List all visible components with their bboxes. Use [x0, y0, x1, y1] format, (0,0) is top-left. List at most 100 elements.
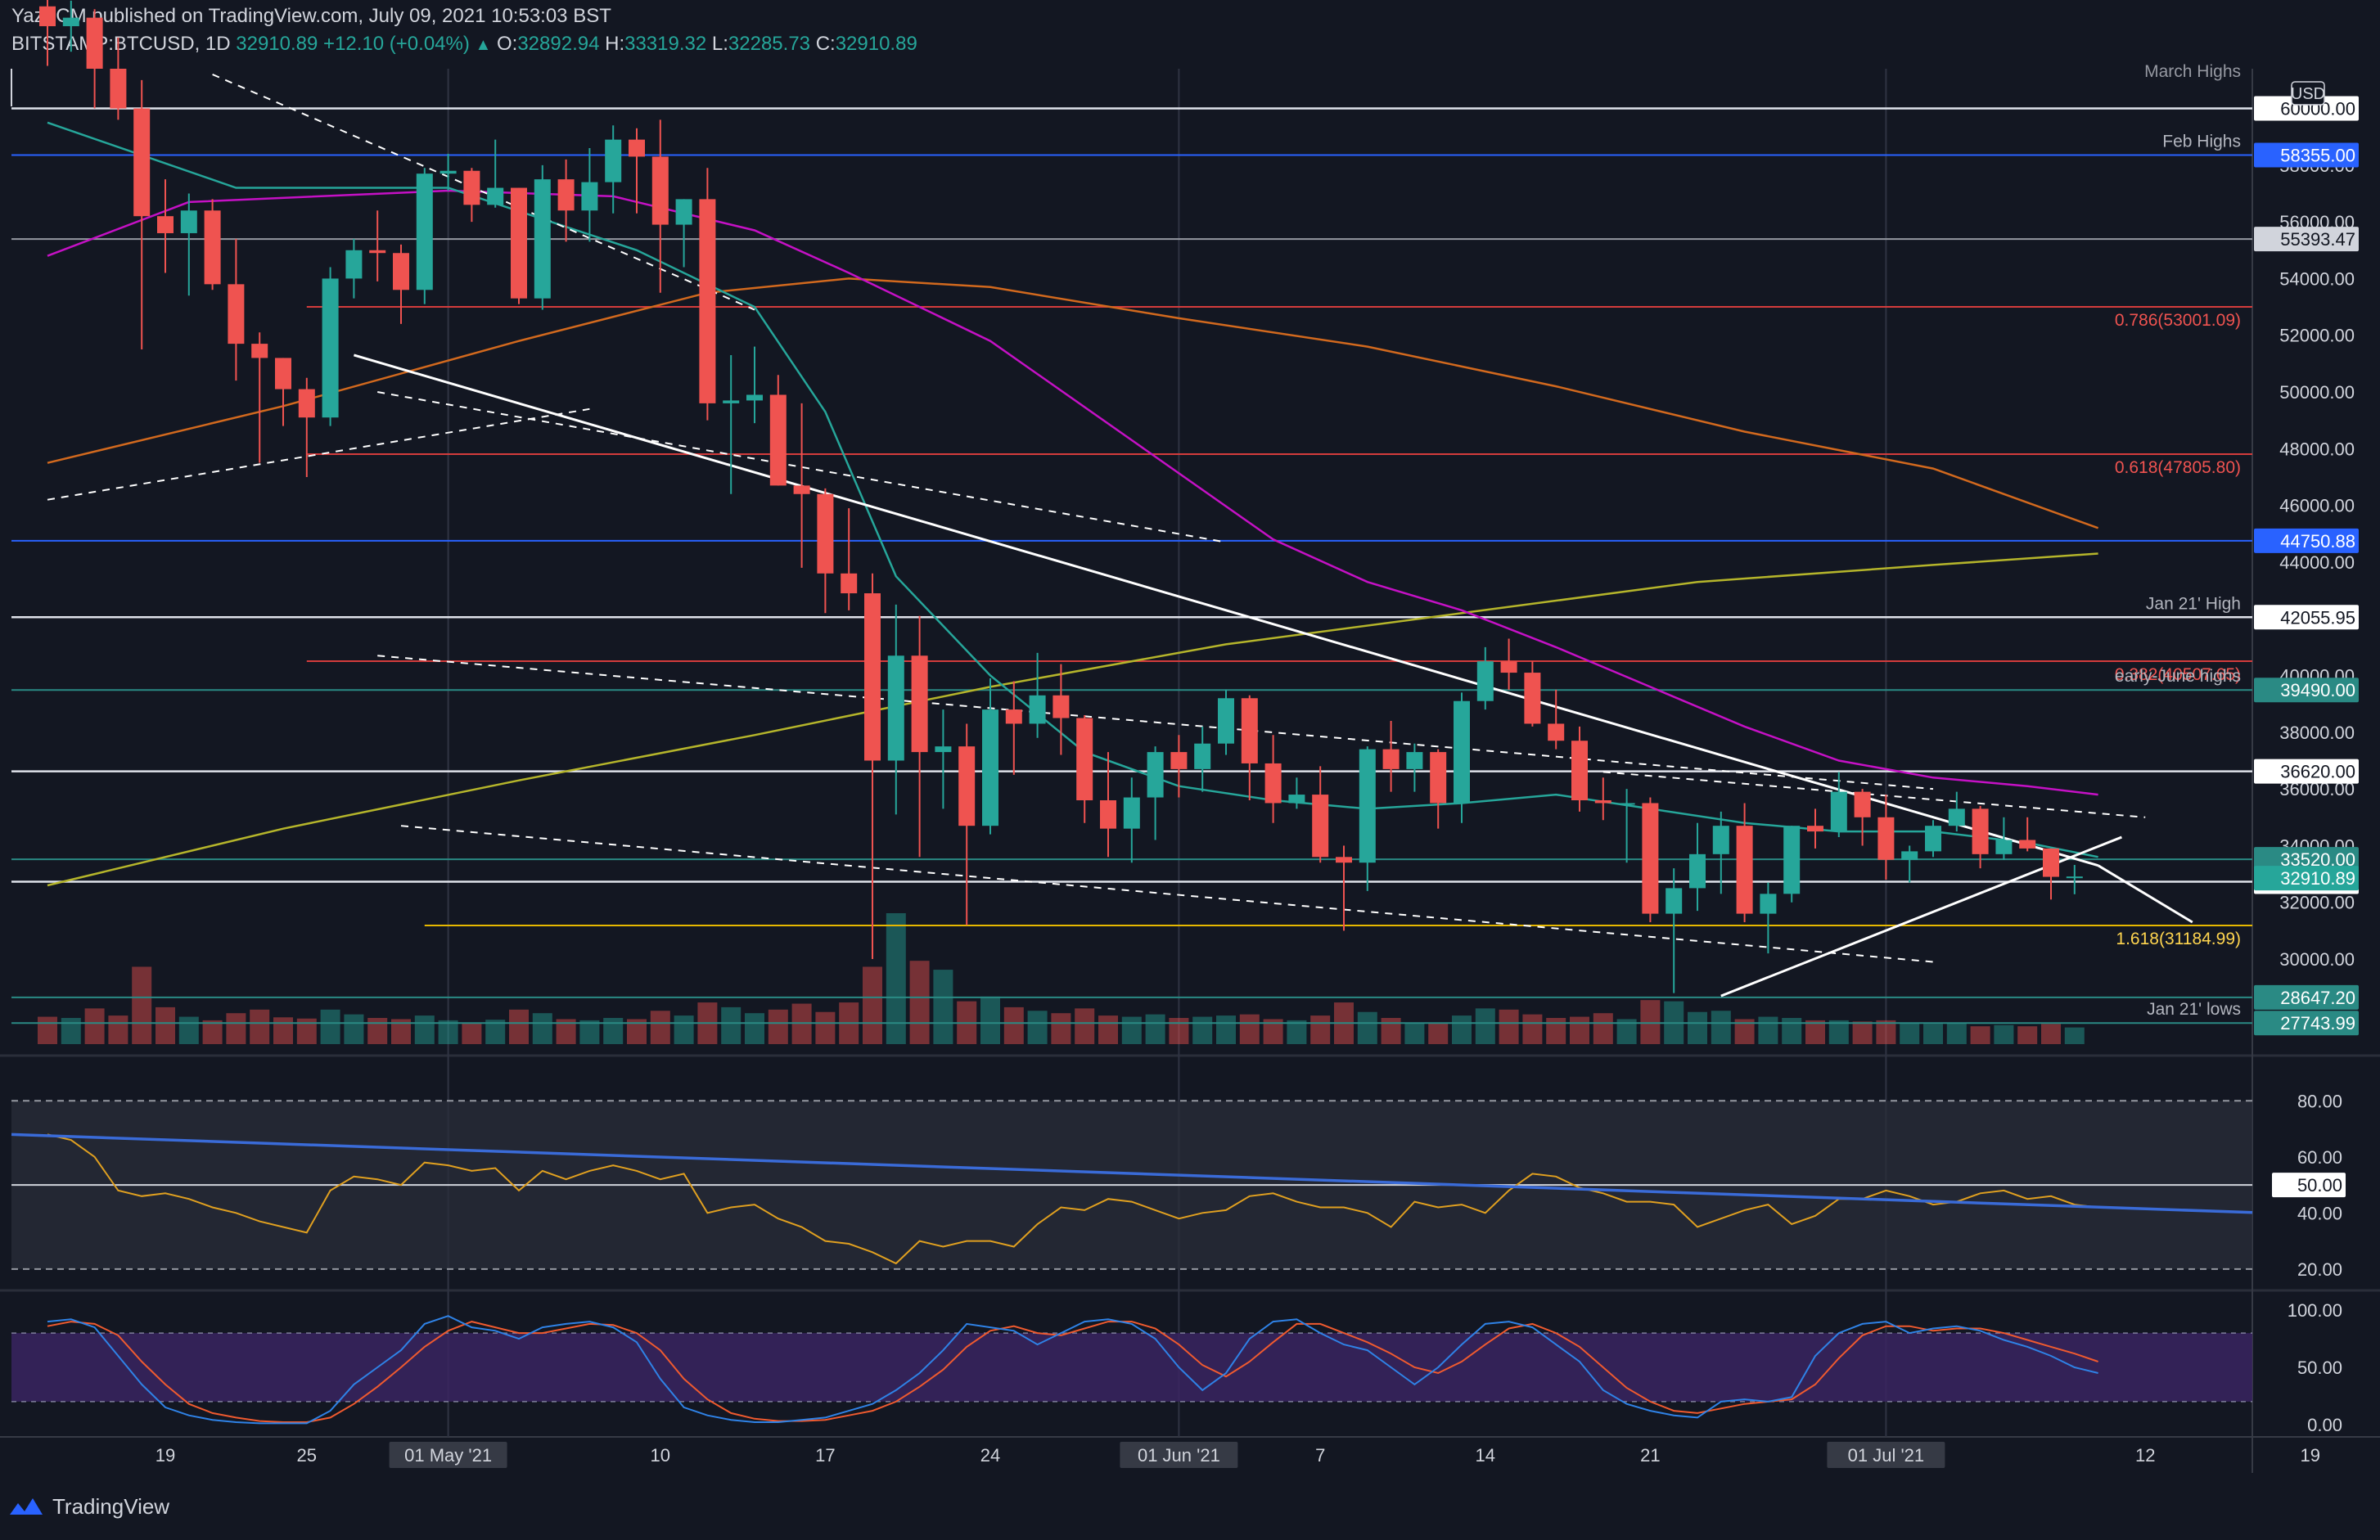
- low-key: L:: [711, 33, 728, 55]
- level-price-tag-bg: [2254, 759, 2359, 784]
- stoch-d-line: [47, 1321, 2098, 1423]
- level-price-tag: 55393.47: [2280, 229, 2355, 250]
- candle-body: [1170, 752, 1188, 769]
- up-triangle-icon: ▲: [475, 36, 492, 54]
- candle-body: [1642, 803, 1659, 914]
- candle-body: [1218, 698, 1234, 744]
- level-note: March Highs: [2144, 62, 2241, 81]
- candle-body: [1666, 888, 1683, 914]
- price-change: +12.10 (+0.04%): [323, 33, 470, 55]
- candle-body: [1053, 695, 1070, 718]
- candle-body: [911, 655, 928, 753]
- volume-bar: [1239, 1014, 1260, 1044]
- volume-bar: [532, 1013, 552, 1044]
- time-tick-label: 7: [1315, 1445, 1325, 1466]
- level-price-tag: 58355.00: [2280, 146, 2355, 166]
- volume-bar: [1546, 1018, 1566, 1044]
- volume-bar: [1499, 1009, 1519, 1044]
- candle-body: [1901, 851, 1918, 860]
- candle-body: [487, 187, 504, 205]
- candle-body: [1524, 673, 1541, 724]
- volume-bar: [1994, 1024, 2014, 1044]
- candle-body: [1100, 800, 1116, 829]
- volume-bar: [1357, 1011, 1377, 1044]
- time-tick-label: 19: [2301, 1445, 2320, 1466]
- brand-label: TradingView: [52, 1494, 170, 1519]
- tradingview-brand[interactable]: TradingView: [8, 1494, 169, 1520]
- candle-body: [228, 284, 245, 344]
- candle-body: [1854, 791, 1871, 817]
- volume-bar: [1946, 1022, 1967, 1044]
- open-value: 32892.94: [517, 33, 600, 55]
- candle-body: [793, 485, 810, 494]
- volume-bar: [815, 1011, 836, 1044]
- volume-bar: [156, 1006, 175, 1044]
- level-price-tag-bg: [2254, 678, 2359, 703]
- candle-body: [723, 400, 740, 403]
- volume-bar: [178, 1016, 199, 1044]
- volume-bar: [980, 996, 1000, 1044]
- candle-body: [1760, 894, 1777, 914]
- fib-level-label: 0.618(47805.80): [2115, 458, 2241, 477]
- volume-bar: [721, 1006, 741, 1044]
- volume-bar: [674, 1015, 694, 1044]
- candle-body: [2066, 876, 2083, 879]
- volume-bar: [579, 1020, 600, 1044]
- candle-body: [1689, 853, 1706, 889]
- candle-body: [39, 6, 56, 27]
- trendline: [1720, 835, 2122, 997]
- level-price-tag-bg: [2254, 1011, 2359, 1036]
- fib-level-label: 1.618(31184.99): [2116, 930, 2241, 948]
- price-tick-label: 32000.00: [2279, 893, 2355, 913]
- volume-bar: [1428, 1022, 1449, 1044]
- candle-body: [1618, 803, 1635, 805]
- candle-body: [1430, 752, 1447, 804]
- candle-body: [133, 108, 151, 217]
- candle-body: [629, 139, 645, 157]
- volume-bar: [1381, 1018, 1401, 1044]
- volume-bar: [1876, 1020, 1896, 1044]
- candle-body: [1736, 826, 1753, 914]
- time-tick-label: 19: [156, 1445, 175, 1466]
- candle-body: [157, 216, 174, 233]
- candle-body: [1594, 800, 1611, 804]
- volume-bar: [414, 1015, 435, 1044]
- month-tick-bg: [389, 1442, 507, 1468]
- candle-body: [651, 156, 669, 225]
- level-price-tag: 42055.95: [2280, 607, 2355, 628]
- volume-bar: [1852, 1021, 1873, 1044]
- volume-bar: [1404, 1022, 1425, 1044]
- last-price-tag: 32910.89: [2280, 868, 2355, 889]
- volume-bar: [863, 966, 882, 1044]
- level-price-tag: 39490.00: [2280, 680, 2355, 700]
- candle-body: [746, 394, 763, 401]
- level-price-tag-bg: [2254, 227, 2359, 252]
- volume-bar: [791, 1003, 812, 1044]
- candle-body: [204, 210, 221, 285]
- volume-bar: [1475, 1008, 1495, 1044]
- rsi-tick-label: 20.00: [2297, 1259, 2342, 1280]
- candle-body: [1194, 743, 1211, 769]
- ma100-line: [47, 277, 2099, 529]
- candle-body: [1005, 709, 1022, 724]
- time-tick-label: 01 Jul '21: [1848, 1445, 1925, 1466]
- stoch-k-line: [47, 1315, 2098, 1425]
- dashed-trendline: [377, 391, 1227, 543]
- volume-bar: [2064, 1027, 2085, 1044]
- level-price-tag-bg: [2254, 142, 2359, 168]
- rsi-tick-label: 60.00: [2297, 1147, 2342, 1168]
- volume-bar: [745, 1013, 764, 1044]
- volume-bar: [2041, 1024, 2061, 1044]
- volume-bar: [1593, 1013, 1613, 1044]
- level-price-tag-bg: [2254, 847, 2359, 872]
- candle-body: [769, 394, 787, 486]
- volume-bar: [367, 1018, 388, 1044]
- candle-body: [369, 250, 386, 254]
- candle-body: [817, 493, 834, 574]
- level-price-tag-bg: [2254, 984, 2359, 1010]
- candle-body: [62, 17, 79, 27]
- candle-body: [1454, 700, 1470, 804]
- candle-body: [982, 709, 998, 826]
- level-note: Jan 21' High: [2146, 594, 2241, 613]
